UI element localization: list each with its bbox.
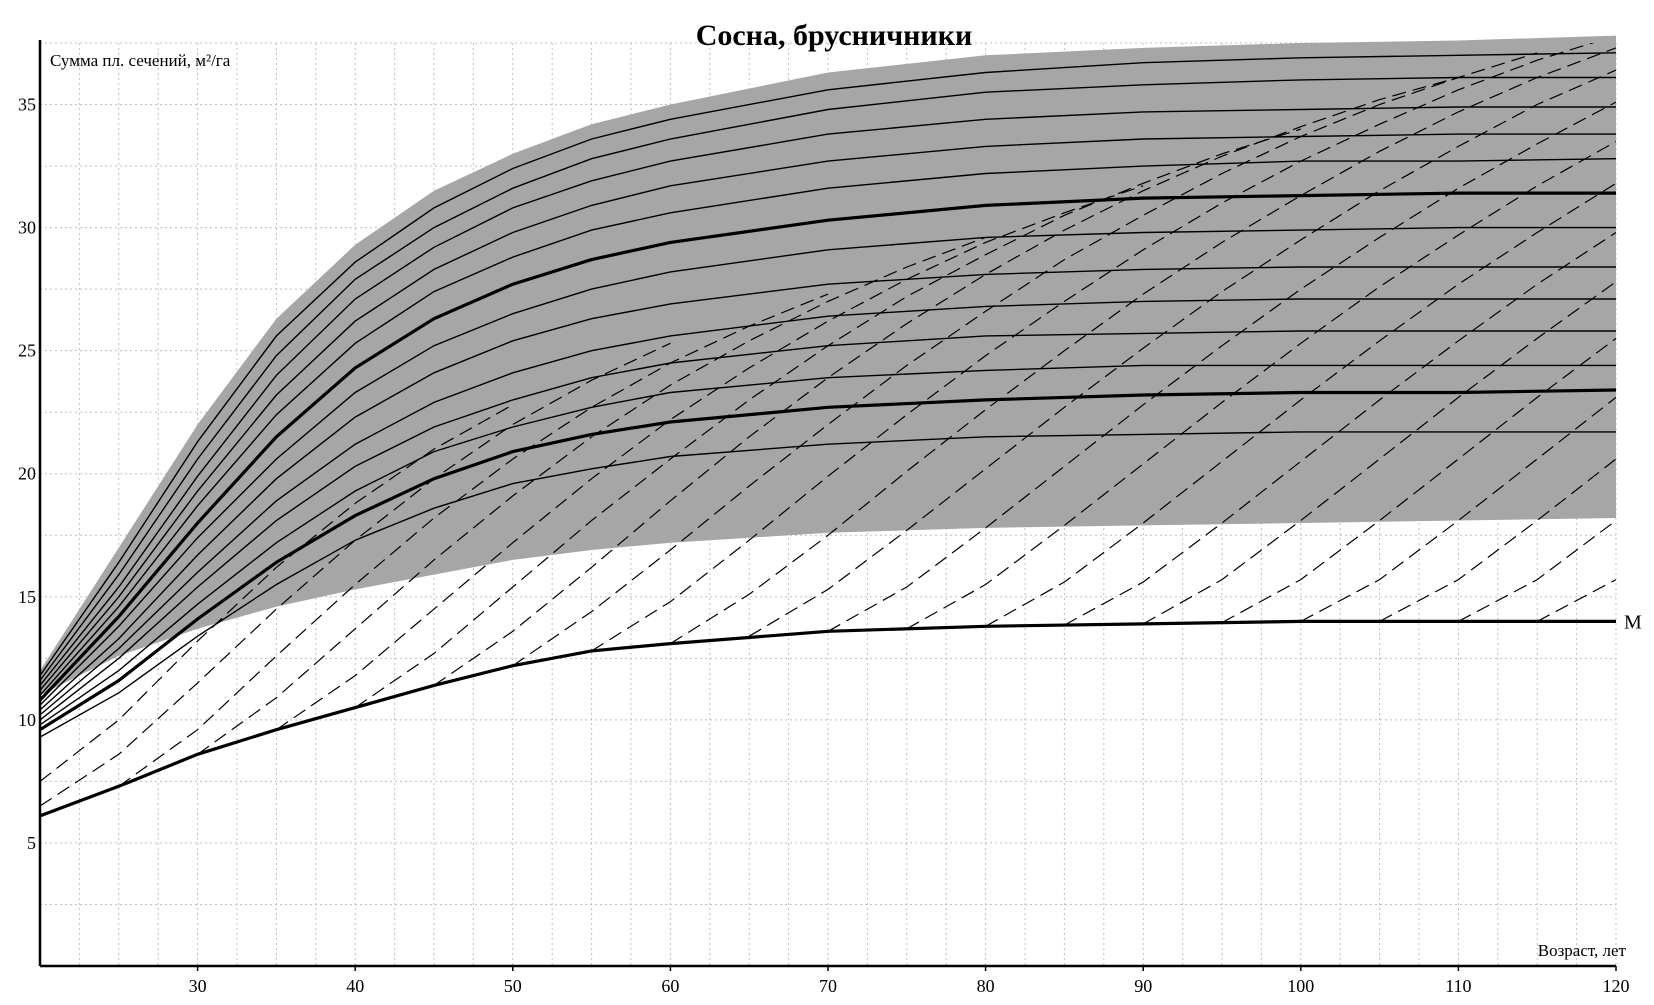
x-tick-label: 70 bbox=[819, 976, 837, 996]
dashed-line bbox=[748, 69, 1616, 637]
x-tick-label: 50 bbox=[504, 976, 522, 996]
dashed-line bbox=[906, 140, 1616, 630]
dashed-line bbox=[40, 342, 671, 807]
y-tick-label: 10 bbox=[18, 710, 36, 730]
y-tick-label: 5 bbox=[27, 833, 36, 853]
dashed-line bbox=[1142, 281, 1616, 625]
series-line bbox=[39, 364, 1616, 726]
chart-title: Сосна, брусничники bbox=[696, 19, 973, 52]
y-tick-label: 35 bbox=[18, 95, 36, 115]
y-tick-label: 15 bbox=[18, 587, 36, 607]
dashed-line bbox=[433, 76, 1459, 686]
dashed-line bbox=[1379, 458, 1616, 622]
series-line bbox=[39, 266, 1616, 711]
x-tick-label: 110 bbox=[1445, 976, 1471, 996]
dashed-line bbox=[591, 43, 1595, 652]
dashed-line bbox=[1300, 396, 1616, 622]
tick-labels: 30 40 50 60 70 80 90 100 110 120 5 10 15 20 25 30 35 bbox=[18, 95, 1630, 996]
y-tick-label: 20 bbox=[18, 464, 36, 484]
x-axis-label: Возраст, лет bbox=[1538, 941, 1627, 960]
series-line bbox=[39, 226, 1616, 706]
x-tick-label: 40 bbox=[346, 976, 364, 996]
series-line bbox=[39, 431, 1616, 738]
series-line bbox=[39, 158, 1617, 696]
y-axis-label: Сумма пл. сечений, м²/га bbox=[50, 51, 231, 70]
series-line bbox=[39, 619, 1616, 818]
series-line bbox=[39, 330, 1616, 721]
series-line bbox=[39, 106, 1616, 686]
series-layer: М bbox=[38, 52, 1642, 818]
series-line bbox=[39, 388, 1617, 732]
dashed-line bbox=[985, 182, 1616, 627]
series-label: М bbox=[1624, 611, 1642, 633]
series-line bbox=[39, 76, 1616, 681]
band-area bbox=[40, 35, 1616, 696]
dashed-line bbox=[1064, 231, 1616, 626]
dashed-line bbox=[512, 52, 1538, 667]
dashed-line bbox=[118, 293, 829, 787]
x-tick-label: 90 bbox=[1134, 976, 1152, 996]
series-line bbox=[39, 133, 1616, 691]
series-line bbox=[39, 52, 1617, 676]
band-layer bbox=[40, 35, 1616, 696]
dashed-line bbox=[1458, 520, 1616, 622]
x-tick-label: 30 bbox=[189, 976, 207, 996]
dashed-line bbox=[276, 185, 1144, 731]
x-tick-label: 60 bbox=[661, 976, 679, 996]
x-tick-label: 80 bbox=[977, 976, 995, 996]
dashed-line bbox=[1221, 337, 1616, 624]
y-tick-label: 30 bbox=[18, 218, 36, 238]
dashed-line bbox=[197, 236, 986, 755]
dashed-line bbox=[40, 404, 514, 782]
series-line bbox=[39, 298, 1616, 716]
dashed-line bbox=[670, 47, 1616, 645]
x-tick-label: 100 bbox=[1287, 976, 1314, 996]
x-tick-label: 120 bbox=[1603, 976, 1630, 996]
series-line bbox=[38, 191, 1616, 702]
dashed-line bbox=[827, 101, 1616, 632]
dashed-line bbox=[1536, 579, 1616, 622]
y-tick-label: 25 bbox=[18, 341, 36, 361]
